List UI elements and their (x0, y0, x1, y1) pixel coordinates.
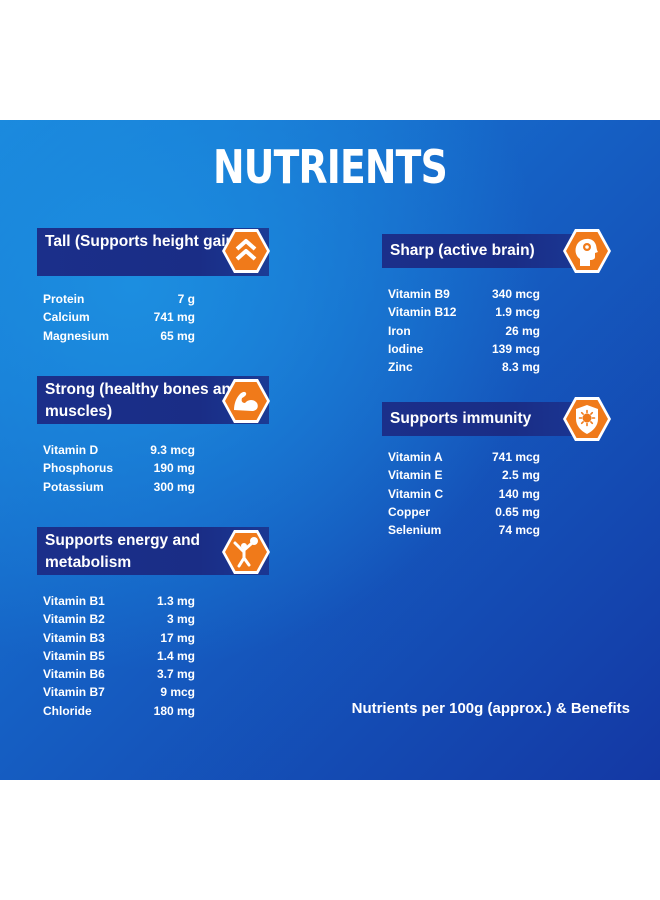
nutrient-name: Chloride (43, 703, 92, 718)
nutrient-value: 1.9 mcg (495, 305, 540, 320)
list-item: Vitamin B2 3 mg (43, 612, 195, 630)
nutrient-value: 17 mg (160, 630, 195, 645)
list-item: Protein 7 g (43, 292, 195, 310)
nutrient-name: Protein (43, 292, 85, 306)
list-item: Iron 26 mg (388, 324, 540, 342)
nutrient-name: Potassium (43, 479, 104, 494)
list-item: Vitamin A 741 mcg (388, 450, 540, 468)
list-item: Vitamin B6 3.7 mg (43, 667, 195, 685)
nutrient-name: Vitamin B12 (388, 305, 457, 320)
page-title: NUTRIENTS (213, 140, 448, 194)
nutrient-name: Copper (388, 504, 430, 519)
nutrient-name: Vitamin C (388, 486, 444, 501)
nutrient-name: Vitamin D (43, 443, 99, 457)
nutrient-name: Vitamin B2 (43, 612, 105, 627)
list-item: Vitamin B7 9 mcg (43, 685, 195, 703)
footer-note: Nutrients per 100g (approx.) & Benefits (351, 700, 630, 717)
chevron-up-icon (222, 229, 270, 273)
nutrient-value: 3 mg (166, 612, 195, 627)
list-item: Magnesium 65 mg (43, 329, 195, 347)
nutrient-list: Vitamin A 741 mcg Vitamin E 2.5 mg Vitamin… (388, 450, 540, 541)
nutrient-name: Iodine (388, 341, 424, 356)
nutrient-value: 65 mg (160, 328, 195, 343)
list-item: Calcium 741 mg (43, 310, 195, 328)
nutrients-panel: NUTRIENTS Tall (Supports height gain) Pr… (0, 120, 660, 780)
list-item: Vitamin B9 340 mcg (388, 287, 540, 305)
nutrient-value: 8.3 mg (501, 360, 540, 375)
card-heading: Sharp (active brain) (382, 234, 572, 268)
nutrient-value: 741 mg (153, 310, 195, 325)
list-item: Vitamin E 2.5 mg (388, 468, 540, 486)
nutrient-value: 2.5 mg (501, 468, 540, 483)
nutrient-name: Vitamin E (388, 468, 443, 483)
nutrient-name: Vitamin B5 (43, 648, 105, 663)
nutrient-list: Vitamin B9 340 mcg Vitamin B12 1.9 mcg Iro… (388, 287, 540, 378)
nutrient-value: 9.3 mcg (150, 443, 195, 457)
nutrient-value: 190 mg (153, 461, 195, 476)
list-item: Vitamin B1 1.3 mg (43, 594, 195, 612)
nutrient-value: 340 mcg (491, 287, 540, 301)
nutrient-name: Magnesium (43, 328, 110, 343)
nutrient-name: Vitamin B1 (43, 594, 105, 608)
list-item: Phosphorus 190 mg (43, 461, 195, 479)
nutrient-name: Iron (388, 323, 411, 338)
nutrient-list: Protein 7 g Calcium 741 mg Magnesium 65 mg (43, 292, 195, 347)
nutrient-name: Vitamin A (388, 450, 443, 464)
nutrient-name: Vitamin B7 (43, 685, 105, 700)
list-item: Chloride 180 mg (43, 704, 195, 722)
nutrient-value: 139 mcg (491, 341, 540, 356)
nutrient-value: 1.4 mg (156, 648, 195, 663)
nutrient-value: 3.7 mg (156, 667, 195, 682)
list-item: Selenium 74 mcg (388, 523, 540, 541)
nutrient-name: Calcium (43, 310, 90, 325)
nutrient-name: Selenium (388, 523, 442, 538)
list-item: Iodine 139 mcg (388, 342, 540, 360)
nutrient-value: 140 mg (498, 486, 540, 501)
nutrient-name: Vitamin B9 (388, 287, 450, 301)
nutrient-list: Vitamin B1 1.3 mg Vitamin B2 3 mg Vitamin … (43, 594, 195, 722)
list-item: Potassium 300 mg (43, 480, 195, 498)
nutrient-value: 1.3 mg (156, 594, 195, 608)
nutrient-value: 741 mcg (491, 450, 540, 464)
list-item: Vitamin B12 1.9 mcg (388, 305, 540, 323)
list-item: Vitamin D 9.3 mcg (43, 443, 195, 461)
nutrient-name: Zinc (388, 360, 413, 375)
nutrient-value: 26 mg (505, 323, 540, 338)
list-item: Vitamin B5 1.4 mg (43, 649, 195, 667)
nutrient-value: 180 mg (153, 703, 195, 718)
nutrient-value: 74 mcg (498, 523, 540, 538)
list-item: Zinc 8.3 mg (388, 360, 540, 378)
nutrient-name: Vitamin B6 (43, 667, 105, 682)
list-item: Vitamin B3 17 mg (43, 631, 195, 649)
shield-icon (563, 397, 611, 441)
flexed-arm-icon (222, 379, 270, 423)
list-item: Vitamin C 140 mg (388, 487, 540, 505)
list-item: Copper 0.65 mg (388, 505, 540, 523)
brain-head-icon (563, 229, 611, 273)
nutrient-value: 0.65 mg (495, 504, 540, 519)
person-ball-icon (222, 530, 270, 574)
nutrient-name: Vitamin B3 (43, 630, 105, 645)
nutrient-value: 9 mcg (160, 685, 195, 700)
nutrient-value: 7 g (177, 292, 195, 306)
nutrient-list: Vitamin D 9.3 mcg Phosphorus 190 mg Potass… (43, 443, 195, 498)
nutrient-value: 300 mg (153, 479, 195, 494)
nutrient-name: Phosphorus (43, 461, 114, 476)
card-heading: Supports immunity (382, 402, 572, 436)
